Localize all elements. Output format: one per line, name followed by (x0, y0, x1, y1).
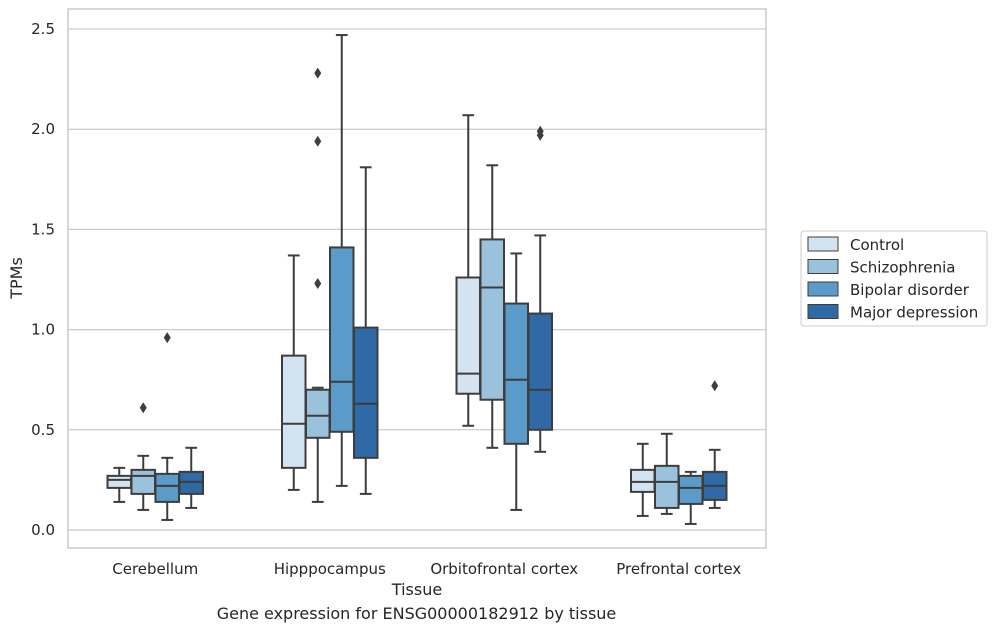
outlier-point (163, 332, 171, 344)
y-tick-label: 1.5 (31, 220, 55, 238)
legend-swatch (807, 304, 839, 319)
box-iqr (106, 474, 133, 489)
box-iqr (130, 468, 157, 495)
box-bipolar-disorder (154, 332, 181, 521)
x-tick-label: Cerebellum (112, 560, 198, 578)
legend-label: Bipolar disorder (850, 281, 970, 299)
box-bipolar-disorder (328, 34, 355, 487)
box-control (630, 442, 656, 517)
box-schizophrenia (130, 402, 157, 511)
box-iqr (328, 246, 355, 433)
box-bipolar-disorder (677, 470, 704, 525)
box-iqr (455, 276, 482, 395)
x-axis-label: Tissue (391, 580, 442, 599)
y-tick-label: 2.0 (31, 120, 55, 138)
box-iqr (304, 388, 331, 439)
box-control (455, 114, 482, 427)
outlier-point (314, 67, 322, 79)
legend-swatch (807, 259, 839, 274)
y-tick-labels: 0.0 0.5 1.0 1.5 2.0 2.5 (31, 20, 55, 539)
y-axis-label: TPMs (7, 257, 26, 300)
box-control (106, 466, 133, 503)
box-schizophrenia (653, 432, 680, 515)
box-major-depression (178, 446, 204, 509)
outlier-point (536, 125, 544, 137)
box-iqr (630, 468, 656, 493)
legend-swatch (807, 236, 839, 252)
legend-label: Major depression (850, 304, 978, 322)
box-iqr (503, 302, 530, 445)
y-tick-label: 1.0 (31, 321, 55, 339)
figure-caption: Gene expression for ENSG00000182912 by t… (216, 604, 617, 623)
box-iqr (479, 238, 506, 401)
box-major-depression (701, 380, 728, 509)
plot-frame (67, 8, 767, 549)
y-tick-label: 2.5 (31, 20, 55, 38)
legend-swatch (807, 281, 839, 297)
box-iqr (154, 472, 181, 503)
y-tick-label: 0.5 (31, 421, 55, 439)
x-tick-label: Hipppocampus (274, 560, 386, 578)
box-iqr (178, 470, 204, 495)
outlier-point (314, 135, 322, 147)
box-iqr (352, 326, 379, 459)
box-major-depression (527, 125, 553, 453)
x-tick-labels: Cerebellum Hipppocampus Orbitofrontal cort… (112, 560, 741, 578)
box-iqr (653, 464, 680, 509)
box-schizophrenia (479, 164, 506, 449)
box-iqr (281, 354, 307, 469)
legend-label: Control (850, 236, 904, 254)
x-tick-label: Prefrontal cortex (616, 560, 741, 578)
box-schizophrenia (304, 67, 331, 503)
legend-label: Schizophrenia (850, 259, 955, 277)
box-major-depression (352, 166, 379, 495)
outlier-point (314, 278, 322, 290)
legend: Control Schizophrenia Bipolar disorder Majo… (800, 230, 988, 327)
outlier-point (139, 402, 147, 414)
outlier-point (711, 380, 719, 392)
box-control (281, 254, 307, 491)
y-tick-label: 0.0 (31, 521, 55, 539)
box-iqr (677, 474, 704, 505)
legend-frame (800, 230, 988, 327)
box-bipolar-disorder (503, 252, 530, 511)
x-tick-label: Orbitofrontal cortex (430, 560, 578, 578)
box-iqr (527, 312, 553, 431)
gridlines (68, 28, 766, 531)
box-series (106, 34, 728, 525)
